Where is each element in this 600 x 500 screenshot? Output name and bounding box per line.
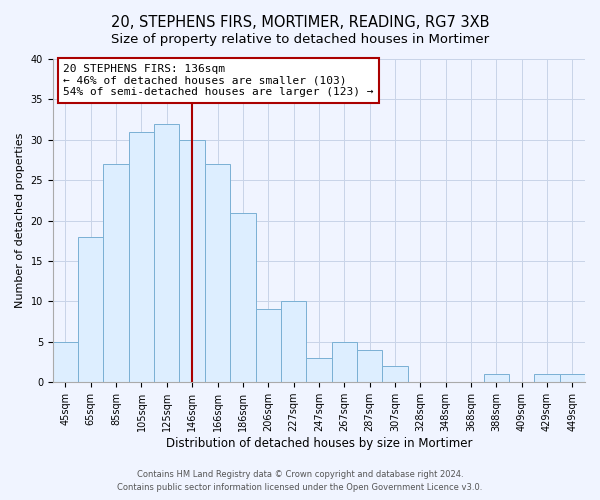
X-axis label: Distribution of detached houses by size in Mortimer: Distribution of detached houses by size … <box>166 437 472 450</box>
Bar <box>281 302 306 382</box>
Text: 20, STEPHENS FIRS, MORTIMER, READING, RG7 3XB: 20, STEPHENS FIRS, MORTIMER, READING, RG… <box>111 15 489 30</box>
Bar <box>306 358 332 382</box>
Bar <box>484 374 509 382</box>
Bar <box>256 310 281 382</box>
Y-axis label: Number of detached properties: Number of detached properties <box>15 133 25 308</box>
Bar <box>560 374 585 382</box>
Bar <box>230 212 256 382</box>
Text: Size of property relative to detached houses in Mortimer: Size of property relative to detached ho… <box>111 32 489 46</box>
Bar <box>103 164 129 382</box>
Bar <box>205 164 230 382</box>
Text: 20 STEPHENS FIRS: 136sqm
← 46% of detached houses are smaller (103)
54% of semi-: 20 STEPHENS FIRS: 136sqm ← 46% of detach… <box>64 64 374 97</box>
Bar <box>535 374 560 382</box>
Bar <box>357 350 382 382</box>
Bar <box>332 342 357 382</box>
Bar <box>78 237 103 382</box>
Bar <box>53 342 78 382</box>
Text: Contains HM Land Registry data © Crown copyright and database right 2024.
Contai: Contains HM Land Registry data © Crown c… <box>118 470 482 492</box>
Bar <box>129 132 154 382</box>
Bar <box>179 140 205 382</box>
Bar <box>382 366 407 382</box>
Bar <box>154 124 179 382</box>
